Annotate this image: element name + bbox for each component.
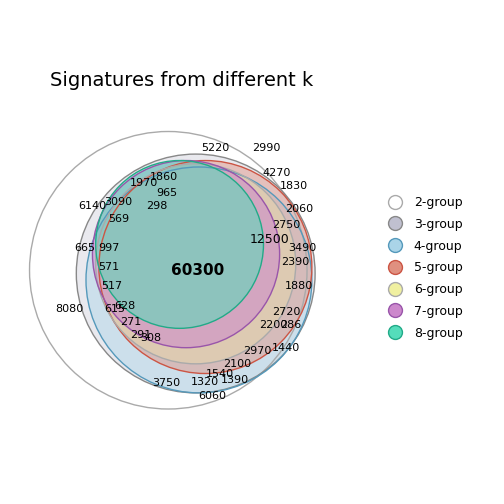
Text: 6140: 6140 — [79, 201, 106, 211]
Text: 2720: 2720 — [272, 307, 300, 317]
Circle shape — [76, 154, 315, 393]
Circle shape — [96, 161, 264, 328]
Circle shape — [92, 161, 280, 348]
Text: 1320: 1320 — [192, 376, 219, 387]
Text: 2390: 2390 — [282, 257, 310, 267]
Text: 286: 286 — [280, 320, 301, 330]
Circle shape — [96, 164, 296, 364]
Text: 517: 517 — [101, 281, 122, 291]
Text: 1970: 1970 — [130, 178, 158, 188]
Text: 4270: 4270 — [262, 168, 291, 178]
Text: 271: 271 — [120, 317, 142, 327]
Text: 60300: 60300 — [171, 263, 224, 278]
Text: 8080: 8080 — [56, 304, 84, 314]
Text: 2990: 2990 — [253, 143, 281, 153]
Text: 571: 571 — [98, 262, 119, 272]
Text: 5220: 5220 — [201, 143, 229, 153]
Text: 965: 965 — [156, 188, 177, 198]
Text: 12500: 12500 — [250, 233, 290, 246]
Text: 2970: 2970 — [243, 346, 271, 356]
Text: 1860: 1860 — [149, 172, 177, 181]
Text: 1880: 1880 — [285, 281, 313, 291]
Title: Signatures from different k: Signatures from different k — [49, 71, 313, 90]
Text: 298: 298 — [146, 201, 168, 211]
Text: 569: 569 — [108, 214, 129, 224]
Text: 1540: 1540 — [206, 368, 234, 379]
Text: 2200: 2200 — [259, 320, 287, 330]
Text: 2100: 2100 — [224, 359, 251, 369]
Text: 3490: 3490 — [288, 242, 317, 253]
Text: 1830: 1830 — [280, 181, 308, 192]
Text: 3090: 3090 — [104, 198, 133, 208]
Text: 665: 665 — [74, 242, 95, 253]
Text: 628: 628 — [114, 301, 136, 311]
Text: 997: 997 — [98, 242, 119, 253]
Legend: 2-group, 3-group, 4-group, 5-group, 6-group, 7-group, 8-group: 2-group, 3-group, 4-group, 5-group, 6-gr… — [377, 191, 467, 345]
Text: 1440: 1440 — [272, 343, 300, 353]
Text: 3750: 3750 — [153, 378, 181, 388]
Circle shape — [99, 161, 312, 373]
Text: 2060: 2060 — [285, 204, 313, 214]
Text: 308: 308 — [140, 333, 161, 343]
Text: 6060: 6060 — [198, 391, 226, 401]
Text: 2750: 2750 — [272, 220, 300, 230]
Text: 1390: 1390 — [220, 375, 248, 385]
Text: 615: 615 — [104, 304, 125, 314]
Text: 291: 291 — [130, 330, 152, 340]
Circle shape — [86, 167, 312, 393]
